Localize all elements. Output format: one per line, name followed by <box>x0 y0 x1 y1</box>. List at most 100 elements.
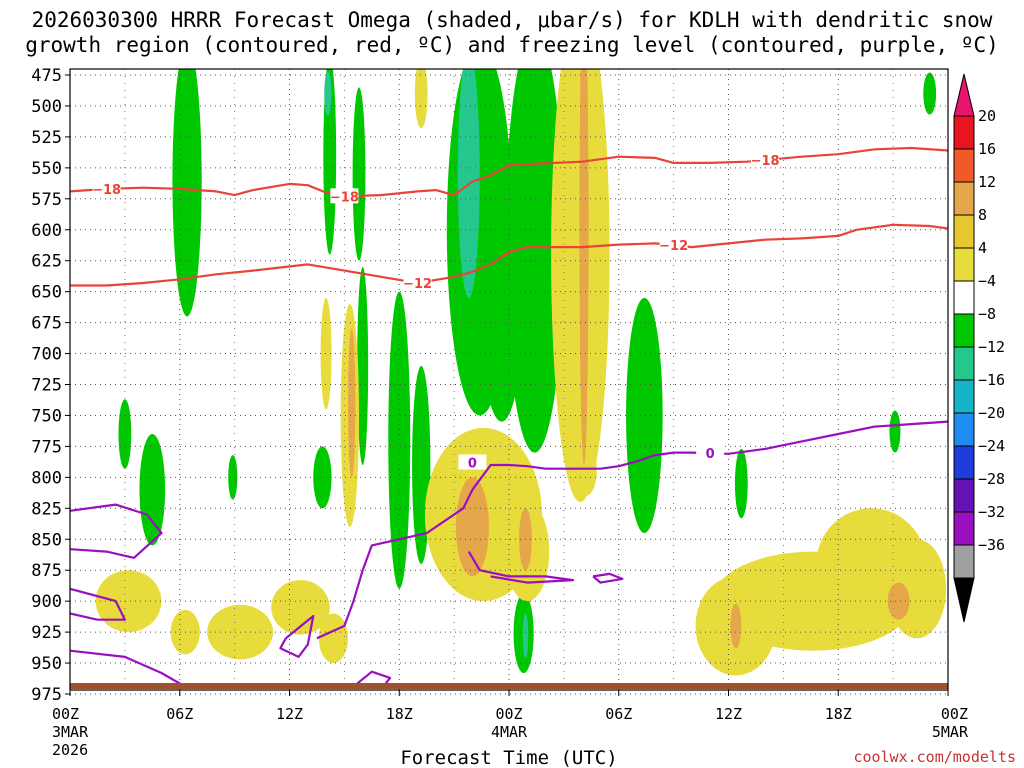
y-tick-label: 625 <box>31 252 62 272</box>
y-tick-label: 600 <box>31 221 62 241</box>
x-axis-label: Forecast Time (UTC) <box>400 747 617 768</box>
colorbar-tick-label: −20 <box>978 404 1005 422</box>
colorbar-swatch <box>953 148 975 183</box>
x-tick-label: 00Z <box>941 705 968 723</box>
colorbar-swatch <box>953 544 975 579</box>
contour-label-bg <box>659 237 688 253</box>
colorbar-tick-label: 8 <box>978 206 987 224</box>
x-tick-label: 12Z <box>715 705 742 723</box>
contour-label-bg <box>403 274 432 290</box>
colorbar-tick-label: 16 <box>978 140 996 158</box>
freezing-level-contour <box>592 572 624 584</box>
colorbar-swatch <box>953 445 975 480</box>
dgz-contour <box>70 223 948 287</box>
x-tick-year: 2026 <box>52 741 88 759</box>
colorbar-swatch <box>953 115 975 150</box>
contour-label-bg <box>92 180 121 196</box>
y-tick-label: 950 <box>31 654 62 674</box>
y-tick-label: 550 <box>31 159 62 179</box>
contour-label-bg <box>696 445 725 461</box>
contour-label: 0 <box>706 447 715 462</box>
colorbar-swatch <box>953 181 975 216</box>
y-axis: 475 500 525 550 575 600 625 650 675 700 725 750 775 8… <box>31 66 70 705</box>
colorbar-swatch <box>953 511 975 546</box>
colorbar-swatch <box>953 313 975 348</box>
colorbar-tick-label: 20 <box>978 107 996 125</box>
colorbar-tick-label: −36 <box>978 536 1005 554</box>
omega-teal-core <box>522 613 529 659</box>
omega-yellow-blob <box>414 69 428 129</box>
contour-label: −12 <box>659 239 688 254</box>
y-tick-label: 925 <box>31 623 62 643</box>
y-tick-label: 800 <box>31 468 62 488</box>
omega-green-blob <box>734 448 748 519</box>
colorbar-tick-label: −8 <box>978 305 996 323</box>
omega-yellow-blob <box>320 297 332 410</box>
omega-green-blob <box>923 72 937 115</box>
contour-label: −18 <box>330 190 359 205</box>
contour-label-bg <box>458 454 487 470</box>
chart-title-line-2: growth region (contoured, red, ºC) and f… <box>25 33 999 57</box>
omega-green-blob <box>889 410 901 453</box>
omega-orange-core <box>348 328 356 478</box>
omega-shading <box>95 69 947 676</box>
omega-yellow-blob <box>271 580 330 635</box>
colorbar-tick-label: −4 <box>978 272 996 290</box>
colorbar-swatch <box>953 214 975 249</box>
colorbar-top-arrow <box>953 73 975 117</box>
colorbar-bottom-arrow <box>953 577 975 623</box>
x-tick-date: 4MAR <box>491 723 528 741</box>
omega-teal-core <box>324 71 332 116</box>
y-tick-label: 675 <box>31 314 62 334</box>
y-tick-label: 825 <box>31 499 62 519</box>
y-tick-label: 700 <box>31 345 62 365</box>
colorbar-swatch <box>953 379 975 414</box>
x-tick-label: 18Z <box>825 705 852 723</box>
omega-green-blob <box>323 69 337 255</box>
contour-label: −12 <box>403 277 432 292</box>
omega-yellow-blob <box>95 570 162 633</box>
x-tick-label: 06Z <box>605 705 632 723</box>
x-tick-label: 06Z <box>166 705 193 723</box>
freezing-level-contour <box>70 587 126 621</box>
colorbar-swatch <box>953 247 975 282</box>
x-tick-label: 00Z <box>495 705 522 723</box>
x-tick-label: 00Z <box>52 705 79 723</box>
colorbar-swatch <box>953 412 975 447</box>
contour-label: −18 <box>92 183 121 198</box>
x-tick-date: 3MAR <box>52 723 89 741</box>
x-tick-label: 12Z <box>276 705 303 723</box>
omega-orange-core <box>455 477 489 577</box>
x-tick-date: 5MAR <box>932 723 969 741</box>
y-tick-label: 650 <box>31 283 62 303</box>
ground-strip <box>70 683 948 689</box>
omega-yellow-blob <box>318 613 349 664</box>
freezing-level-contour <box>279 614 315 658</box>
y-tick-label: 575 <box>31 190 62 210</box>
colorbar-swatch <box>953 346 975 381</box>
omega-green-blob <box>139 434 166 546</box>
y-tick-label: 475 <box>31 66 62 86</box>
freezing-level-contour <box>316 463 509 640</box>
colorbar-tick-label: −16 <box>978 371 1005 389</box>
colorbar-tick-label: 4 <box>978 239 987 257</box>
omega-green-blob <box>313 446 332 509</box>
colorbar-tick-label: −12 <box>978 338 1005 356</box>
omega-orange-core <box>579 69 589 465</box>
colorbar-swatch <box>953 280 975 315</box>
y-tick-label: 900 <box>31 592 62 612</box>
omega-green-blob <box>388 291 411 589</box>
y-tick-label: 775 <box>31 437 62 457</box>
y-tick-label: 875 <box>31 561 62 581</box>
omega-green-blob <box>118 399 132 469</box>
y-tick-label: 725 <box>31 376 62 396</box>
omega-green-blob <box>626 297 663 534</box>
omega-orange-core <box>730 603 742 649</box>
colorbar-tick-label: −24 <box>978 437 1005 455</box>
y-tick-label: 975 <box>31 685 62 705</box>
contour-label-bg <box>751 152 780 168</box>
x-tick-label: 18Z <box>386 705 413 723</box>
omega-green-blob <box>352 87 366 261</box>
omega-teal-core <box>457 69 480 298</box>
